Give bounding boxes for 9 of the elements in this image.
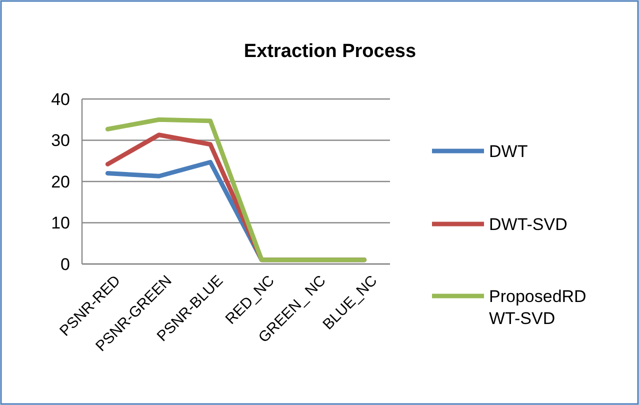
legend-label: DWT (489, 142, 528, 161)
y-tick-label: 20 (51, 172, 70, 192)
y-tick-label: 40 (51, 90, 70, 109)
legend-label: DWT-SVD (489, 214, 568, 234)
y-tick-label: 10 (51, 214, 70, 233)
chart-title: Extraction Process (244, 41, 416, 62)
y-tick-label: 0 (60, 254, 70, 274)
legend-label: ProposedRDWT-SVD (489, 286, 586, 328)
y-tick-label: 30 (51, 131, 70, 150)
